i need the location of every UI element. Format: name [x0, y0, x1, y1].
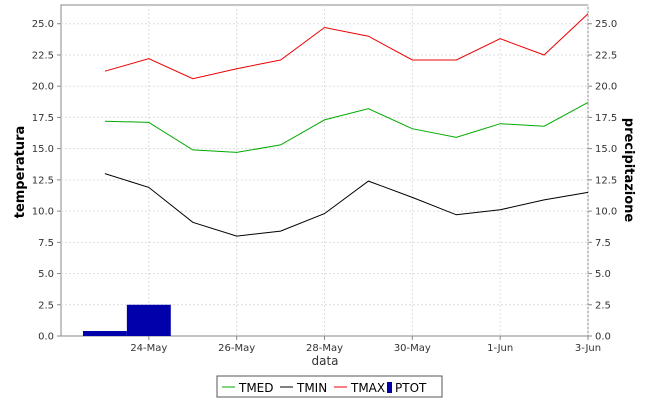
y-tick-label: 15.0 — [32, 144, 54, 155]
y-tick-label: 17.5 — [32, 113, 54, 124]
right-axis: 0.0 2.5 5.0 7.5 10.0 12.5 15.0 17.5 20.0 22.5 25.0 — [588, 19, 617, 343]
y2-axis-title: precipitazione — [621, 118, 636, 223]
y-tick-label: 12.5 — [32, 175, 54, 186]
y-axis-title: temperatura — [13, 126, 28, 219]
x-tick-label: 24-May — [130, 343, 167, 354]
y2-tick-label: 2.5 — [595, 300, 611, 311]
legend-box — [216, 375, 443, 398]
x-tick-label: 30-May — [394, 343, 431, 354]
y2-tick-label: 20.0 — [595, 82, 617, 93]
x-tick-label: 3-Jun — [575, 343, 601, 354]
y-tick-label: 0.0 — [38, 332, 54, 343]
x-tick-label: 28-May — [306, 343, 343, 354]
legend-label-tmed: TMED — [238, 381, 274, 395]
y-tick-label: 5.0 — [38, 269, 54, 280]
x-axis: 24-May 26-May 28-May 30-May 1-Jun 3-Jun — [130, 336, 601, 354]
x-axis-title: data — [311, 354, 338, 368]
y-tick-label: 20.0 — [32, 82, 54, 93]
line-tmed — [104, 101, 589, 153]
legend-swatch-ptot — [387, 382, 392, 393]
y-tick-label: 25.0 — [32, 19, 54, 30]
legend: TMED TMIN TMAX PTOT — [216, 375, 443, 398]
y2-tick-label: 25.0 — [595, 19, 617, 30]
y2-tick-label: 7.5 — [595, 238, 611, 249]
y2-tick-label: 22.5 — [595, 50, 617, 61]
bar-ptot — [82, 331, 127, 336]
y2-tick-label: 10.0 — [595, 207, 617, 218]
left-axis: 0.0 2.5 5.0 7.5 10.0 12.5 15.0 17.5 20.0 22.5 25.0 — [32, 19, 61, 343]
y-tick-label: 7.5 — [38, 238, 54, 249]
y-tick-label: 22.5 — [32, 50, 54, 61]
legend-label-tmin: TMIN — [296, 381, 327, 395]
line-tmin — [104, 173, 589, 237]
x-tick-label: 26-May — [218, 343, 255, 354]
line-tmax — [104, 13, 589, 80]
lines — [104, 13, 589, 237]
legend-label-ptot: PTOT — [395, 381, 427, 395]
grid — [61, 5, 589, 336]
y-tick-label: 2.5 — [38, 300, 54, 311]
bars — [82, 304, 171, 336]
y2-tick-label: 15.0 — [595, 144, 617, 155]
x-tick-label: 1-Jun — [487, 343, 513, 354]
y2-tick-label: 5.0 — [595, 269, 611, 280]
y2-tick-label: 17.5 — [595, 113, 617, 124]
bar-ptot — [126, 304, 171, 336]
y2-tick-label: 0.0 — [595, 332, 611, 343]
y-tick-label: 10.0 — [32, 207, 54, 218]
y2-tick-label: 12.5 — [595, 175, 617, 186]
legend-label-tmax: TMAX — [350, 381, 385, 395]
